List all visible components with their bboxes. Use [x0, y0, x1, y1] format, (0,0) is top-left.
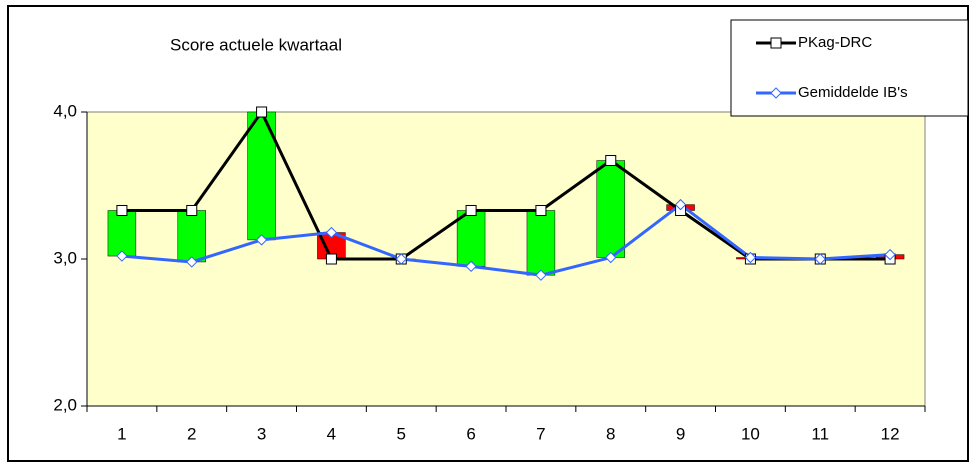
x-tick-label: 12	[881, 424, 900, 443]
x-tick-label: 5	[397, 424, 406, 443]
marker	[814, 253, 826, 265]
marker	[116, 204, 128, 216]
updown-bar	[596, 160, 625, 258]
x-tick-label: 2	[187, 424, 196, 443]
x-tick-label: 4	[327, 424, 336, 443]
legend-label: Gemiddelde IB's	[798, 84, 908, 101]
x-tick-label: 7	[536, 424, 545, 443]
marker	[605, 251, 617, 264]
marker	[674, 198, 687, 211]
marker	[770, 87, 782, 99]
marker	[255, 234, 268, 246]
legend-label: PKag-DRC	[798, 34, 872, 51]
x-tick-label: 10	[741, 424, 760, 443]
marker	[770, 37, 782, 49]
marker	[744, 251, 757, 264]
marker	[116, 250, 128, 262]
marker	[186, 204, 198, 216]
marker	[325, 253, 337, 265]
y-tick-label: 2,0	[53, 395, 77, 414]
updown-bar	[177, 210, 206, 263]
x-tick-label: 1	[117, 424, 126, 443]
x-tick-label: 9	[676, 424, 685, 443]
updown-bar	[526, 210, 556, 276]
marker	[884, 248, 896, 261]
chart-title: Score actuele kwartaal	[170, 35, 342, 54]
y-tick-label: 4,0	[53, 101, 77, 120]
series-line	[121, 202, 891, 277]
marker	[465, 260, 477, 273]
marker	[535, 269, 547, 281]
x-tick-label: 6	[466, 424, 475, 443]
updown-bar	[107, 210, 137, 257]
x-tick-label: 11	[811, 424, 829, 443]
legend-box	[730, 19, 969, 117]
marker	[605, 155, 617, 167]
marker	[256, 106, 268, 118]
x-tick-label: 8	[606, 424, 615, 443]
marker	[465, 204, 477, 216]
marker	[395, 253, 407, 265]
marker	[325, 226, 338, 239]
x-tick-label: 3	[257, 424, 266, 443]
y-tick-label: 3,0	[53, 248, 77, 267]
marker	[186, 256, 198, 268]
marker	[535, 204, 547, 216]
